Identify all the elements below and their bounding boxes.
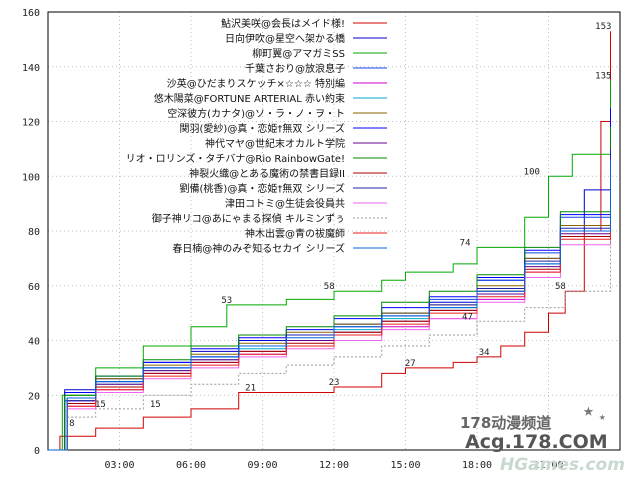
legend-label: 柳町翼@アマガミSS <box>252 47 345 60</box>
data-label: 47 <box>462 312 473 322</box>
x-tick-label: 06:00 <box>176 460 206 471</box>
data-label: 135 <box>595 71 611 81</box>
legend-label: 御子神リコ@あにゃまる探偵 キルミンずぅ <box>152 212 345 225</box>
y-tick-label: 40 <box>28 337 40 348</box>
x-tick-label: 03:00 <box>104 460 134 471</box>
y-tick-label: 160 <box>22 8 40 19</box>
data-label: 23 <box>329 378 340 388</box>
watermark-line2: Acg.178.COM <box>465 431 608 453</box>
legend-label: 関羽(愛紗)@真・恋姫†無双 シリーズ <box>180 122 345 135</box>
svg-text:★: ★ <box>599 410 606 423</box>
data-label: 34 <box>479 348 490 358</box>
y-tick-label: 60 <box>28 282 40 293</box>
star-icon: ★ ★ <box>583 400 606 423</box>
legend-label: 春日楠@神のみぞ知るセカイ シリーズ <box>172 242 345 255</box>
x-tick-label: 15:00 <box>390 460 420 471</box>
legend-label: 神木出雲@青の祓魔師 <box>245 227 345 240</box>
data-label: 58 <box>324 282 335 292</box>
plot-frame <box>47 11 621 451</box>
axis-layer: 0 20 40 60 80 100 120 140 160 03:00 06:00 09:00 12:0… <box>22 8 621 471</box>
data-label: 27 <box>405 359 416 369</box>
x-tick-label: 21:00 <box>533 460 563 471</box>
watermark-line3: HGames.com <box>500 455 625 475</box>
x-tick-label: 18:00 <box>462 460 492 471</box>
legend-label: 神裂火織@とある魔術の禁書目録II <box>189 167 345 180</box>
series-layer <box>48 31 611 451</box>
data-label: 74 <box>460 238 471 248</box>
y-tick-label: 100 <box>22 172 40 183</box>
series-line-13 <box>48 198 611 451</box>
data-label: 15 <box>150 400 161 410</box>
data-label: 58 <box>555 282 566 292</box>
legend-label: 悠木陽菜@FORTUNE ARTERIAL 赤い約束 <box>154 92 345 105</box>
legend-label: 日向伊吹@星空へ架かる橋 <box>225 32 345 45</box>
y-tick-label: 0 <box>34 446 40 457</box>
series-line-15 <box>48 159 611 451</box>
data-label: 21 <box>245 384 256 394</box>
legend-label: 千葉さおり@放浪息子 <box>245 62 345 75</box>
data-label: 100 <box>524 167 540 177</box>
legend-label: 鮎沢美咲@会長はメイド様! <box>221 17 345 30</box>
data-label: 53 <box>221 296 232 306</box>
legend-label: 沙英@ひだまりスケッチ×☆☆☆ 特別編 <box>167 77 345 90</box>
legend-label: リオ・ロリンズ・タチバナ@Rio RainbowGate! <box>126 152 345 165</box>
svg-text:★: ★ <box>583 400 594 421</box>
data-label: 15 <box>95 400 106 410</box>
y-tick-label: 140 <box>22 63 40 74</box>
legend-label: 空深彼方(カナタ)@ソ・ラ・ノ・ヲ・ト <box>167 107 345 120</box>
watermark-line1: 178动漫频道 <box>460 414 551 432</box>
data-label: 8 <box>69 419 74 429</box>
legend-label: 劉備(桃香)@真・恋姫†無双 シリーズ <box>180 182 345 195</box>
x-tick-label: 12:00 <box>319 460 349 471</box>
y-tick-label: 120 <box>22 118 40 129</box>
watermark: 178动漫频道 Acg.178.COM ★ ★ HGames.com <box>460 400 625 475</box>
y-tick-label: 80 <box>28 227 40 238</box>
series-line-0 <box>48 31 611 451</box>
legend-label: 津田コトミ@生徒会役員共 <box>225 197 345 210</box>
x-tick-label: 09:00 <box>247 460 277 471</box>
legend-label: 神代マヤ@世紀末オカルト学院 <box>205 137 345 150</box>
data-label-layer: 8 15 21 23 27 34 153 53 58 74 100 135 15 47 58 <box>69 22 611 429</box>
y-tick-label: 20 <box>28 391 40 402</box>
data-label: 153 <box>595 22 611 32</box>
